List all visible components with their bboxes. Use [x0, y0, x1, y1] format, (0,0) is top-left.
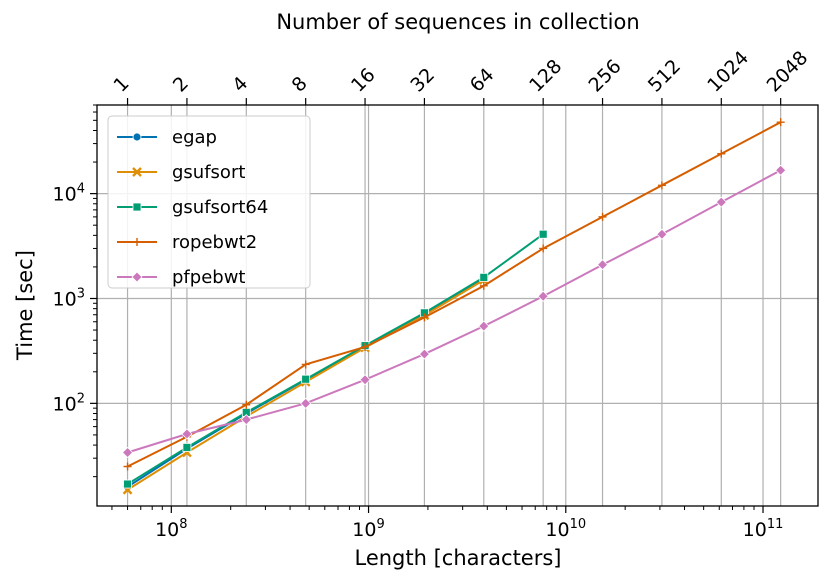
- data-point-gsufsort64: [479, 272, 489, 282]
- data-point-gsufsort64: [301, 374, 311, 384]
- top-tick-label: 512: [644, 55, 685, 96]
- data-point-ropebwt2: [361, 342, 370, 351]
- legend-swatch-marker: [132, 132, 142, 142]
- data-point-ropebwt2: [242, 400, 251, 409]
- x-tick-label: 1011: [743, 517, 784, 541]
- data-point-pfpebwt: [418, 348, 430, 360]
- top-tick-label: 32: [406, 64, 439, 97]
- data-point-ropebwt2: [123, 462, 132, 471]
- series-pfpebwt: [121, 164, 787, 459]
- data-point-ropebwt2: [598, 212, 607, 221]
- data-point-pfpebwt: [240, 414, 252, 426]
- y-axis-title: Time [sec]: [13, 250, 37, 361]
- series-line-ropebwt2: [127, 121, 782, 468]
- top-tick-label: 2: [169, 72, 193, 96]
- data-point-gsufsort64: [538, 229, 548, 239]
- data-point-pfpebwt: [181, 428, 193, 440]
- data-point-gsufsort64: [123, 479, 132, 489]
- plot-area: 108 109 1010 1011 102 103 104 1 2 4 8 16 32 64 128 256 5…: [53, 47, 819, 541]
- y-tick-label: 103: [53, 286, 85, 310]
- y-tick-label: 104: [53, 182, 85, 206]
- plot-frame: [96, 104, 819, 507]
- legend-swatch-marker: [131, 271, 143, 283]
- legend-label: pfpebwt: [172, 267, 245, 288]
- data-point-ropebwt2: [479, 281, 488, 290]
- data-point-pfpebwt: [715, 196, 727, 208]
- data-point-ropebwt2: [420, 313, 429, 322]
- legend: egap gsufsort gsufsort64 ropebwt2 pfpebwt: [107, 115, 311, 289]
- y-tick-label: 102: [53, 391, 85, 415]
- top-tick-label: 1024: [703, 47, 753, 97]
- data-point-ropebwt2: [717, 149, 726, 158]
- top-tick-label: 2048: [763, 47, 813, 97]
- legend-swatch-marker: [133, 238, 141, 246]
- data-point-ropebwt2: [657, 181, 666, 190]
- series-line-pfpebwt: [127, 169, 782, 454]
- legend-label: egap: [172, 127, 217, 148]
- data-point-ropebwt2: [776, 118, 785, 127]
- legend-label: gsufsort: [172, 162, 245, 183]
- top-tick-label: 256: [585, 55, 626, 96]
- data-point-pfpebwt: [359, 374, 371, 386]
- legend-swatch-marker: [132, 167, 142, 177]
- legend-label: gsufsort64: [172, 197, 268, 218]
- data-point-pfpebwt: [121, 446, 134, 459]
- top-tick-label: 128: [525, 55, 566, 96]
- data-point-pfpebwt: [656, 228, 668, 240]
- legend-box: [107, 115, 311, 289]
- top-tick-label: 8: [288, 72, 312, 96]
- data-point-pfpebwt: [537, 290, 549, 302]
- top-axis-title: Number of sequences in collection: [276, 10, 639, 34]
- data-point-pfpebwt: [596, 259, 609, 271]
- x-tick-label: 1010: [545, 517, 586, 541]
- x-axis-title: Length [characters]: [355, 546, 562, 570]
- data-point-ropebwt2: [301, 360, 310, 369]
- top-tick-label: 4: [228, 72, 252, 96]
- legend-swatch-marker: [132, 202, 142, 212]
- x-tick-label: 108: [155, 517, 187, 541]
- top-tick-label: 16: [347, 64, 380, 97]
- data-point-pfpebwt: [478, 320, 490, 332]
- data-point-ropebwt2: [539, 244, 548, 253]
- x-tick-label: 109: [352, 517, 384, 541]
- top-tick-label: 1: [110, 72, 134, 96]
- data-point-pfpebwt: [300, 397, 312, 409]
- data-point-pfpebwt: [775, 164, 787, 176]
- legend-label: ropebwt2: [172, 232, 257, 253]
- series-line-gsufsort64: [127, 233, 544, 485]
- top-tick-label: 64: [466, 64, 499, 97]
- data-point-gsufsort64: [182, 443, 192, 452]
